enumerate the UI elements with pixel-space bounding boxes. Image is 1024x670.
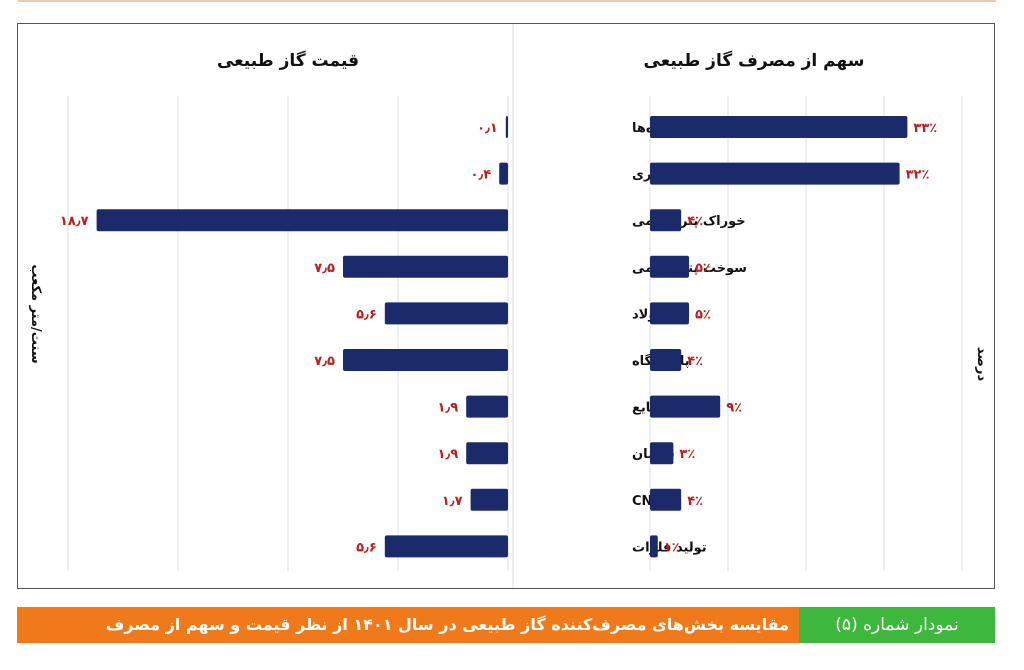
price-bar (466, 442, 508, 465)
figure-title: مقایسه بخش‌های مصرف‌کننده گاز طبیعی در س… (105, 615, 789, 634)
share-bar (650, 302, 689, 325)
share-value-label: ۹٪ (726, 401, 742, 416)
share-bar (650, 349, 682, 371)
price-bar (505, 116, 508, 138)
price-bar (466, 395, 508, 418)
top-rule (18, 0, 996, 2)
share-value-label: ۱٪ (664, 540, 680, 555)
price-value-label: ۱٫۷ (442, 494, 463, 509)
share-value-label: ۳٪ (679, 447, 695, 462)
share-bar (650, 255, 689, 278)
share-bar (650, 116, 908, 138)
price-bar (343, 349, 508, 371)
category-label: سوخت پتروشیمی (632, 261, 747, 276)
price-value-label: ۰٫۴ (470, 168, 491, 183)
price-value-label: ۰٫۱ (477, 121, 498, 136)
price-value-label: ۱٫۹ (437, 447, 458, 462)
share-value-label: ۳۲٪ (906, 168, 930, 183)
share-value-label: ۵٪ (695, 307, 711, 322)
share-value-label: ۳۳٪ (913, 121, 937, 136)
price-value-label: ۱۸٫۷ (60, 214, 89, 229)
price-bar (470, 488, 508, 511)
comparison-chart: سهم از مصرف گاز طبیعی قیمت گاز طبیعی سنت/م… (28, 24, 989, 588)
figure-caption: نمودار شماره (۵) مقایسه بخش‌های مصرف‌کنن… (17, 607, 995, 643)
price-value-label: ۵٫۶ (356, 540, 377, 555)
price-bar (343, 255, 508, 278)
price-bar (384, 302, 508, 325)
share-value-label: ۵٪ (695, 261, 711, 276)
price-panel-title: قیمت گاز طبیعی (217, 50, 359, 71)
share-bar (650, 162, 900, 185)
price-value-label: ۷٫۵ (314, 354, 335, 369)
share-value-label: ۴٪ (687, 214, 703, 229)
figure-number: نمودار شماره (۵) (799, 607, 995, 643)
share-value-label: ۴٪ (687, 494, 703, 509)
price-bar (384, 535, 508, 558)
share-axis-label: درصد (974, 347, 989, 382)
share-bar (650, 442, 674, 465)
price-bar (96, 209, 508, 232)
price-value-label: ۱٫۹ (437, 401, 458, 416)
share-bar (650, 209, 682, 232)
share-bar (650, 395, 721, 418)
chart-frame: سهم از مصرف گاز طبیعی قیمت گاز طبیعی سنت/م… (17, 23, 995, 589)
share-bar (650, 535, 658, 558)
share-bar (650, 488, 682, 511)
price-value-label: ۷٫۵ (314, 261, 335, 276)
price-axis-label: سنت/متر مکعب (28, 264, 43, 363)
price-bar (499, 162, 508, 185)
price-value-label: ۵٫۶ (356, 307, 377, 322)
share-value-label: ۴٪ (687, 354, 703, 369)
share-panel-title: سهم از مصرف گاز طبیعی (644, 50, 865, 71)
